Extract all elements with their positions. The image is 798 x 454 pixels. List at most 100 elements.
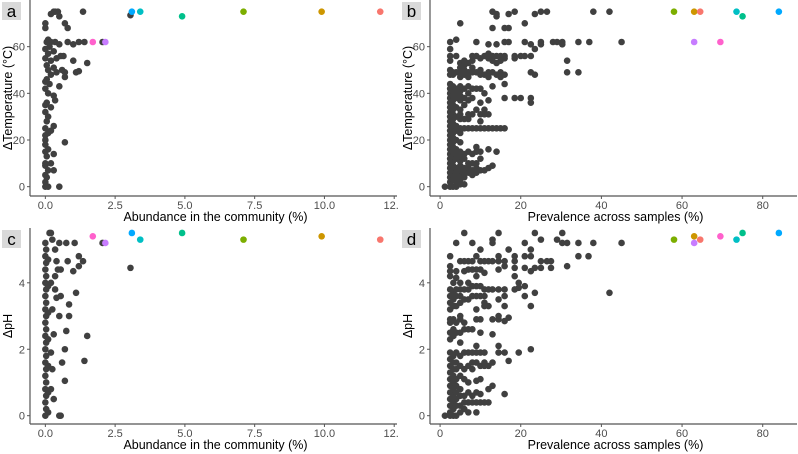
scatter-plot-c: 0.0 2.5 5.0 7.5 10.0 12.5 0 2 4 Abundance in the … — [1, 228, 399, 452]
data-point — [469, 257, 476, 265]
data-point — [42, 352, 50, 360]
data-point — [575, 239, 582, 247]
data-point — [446, 52, 454, 60]
data-point — [79, 8, 87, 15]
data-point — [495, 349, 502, 356]
data-point — [485, 302, 492, 310]
x-tick-label: 80 — [757, 428, 769, 440]
data-point — [452, 239, 460, 247]
highlight-point-olive — [240, 236, 247, 243]
data-point — [75, 38, 83, 46]
x-tick-label: 0.0 — [38, 428, 53, 440]
panel-label: a — [7, 2, 17, 21]
data-point — [547, 257, 555, 265]
data-point — [465, 115, 472, 123]
data-point — [489, 316, 496, 323]
data-point — [493, 10, 500, 18]
data-point — [42, 399, 49, 406]
data-point — [485, 146, 492, 153]
data-point — [56, 312, 63, 320]
data-point — [58, 359, 66, 366]
panel-b: 0 20 40 60 80 0 20 40 60 Prevalence across sample… — [400, 0, 798, 226]
data-point — [495, 286, 502, 293]
data-point — [83, 59, 91, 67]
x-axis-label: Abundance in the community (%) — [123, 210, 307, 224]
data-point — [465, 73, 472, 81]
data-point — [469, 64, 476, 71]
data-point — [501, 125, 508, 132]
data-point — [485, 41, 492, 48]
data-point — [450, 279, 457, 287]
data-point — [44, 256, 52, 263]
data-point — [56, 13, 63, 20]
data-point — [47, 104, 55, 111]
data-point — [42, 372, 49, 380]
data-point — [62, 239, 70, 247]
data-point — [485, 73, 492, 81]
data-point — [64, 257, 71, 265]
data-point — [56, 83, 63, 90]
highlight-point-green — [739, 13, 746, 20]
data-point — [527, 252, 535, 260]
data-point — [575, 252, 582, 260]
data-point — [495, 342, 502, 350]
data-point — [481, 90, 488, 97]
data-point — [465, 409, 472, 416]
data-point — [58, 66, 66, 74]
data-point — [606, 289, 613, 297]
data-point — [50, 122, 58, 130]
data-point — [460, 101, 468, 109]
data-point — [501, 257, 508, 265]
data-point — [43, 76, 51, 83]
data-point — [485, 97, 492, 104]
data-point — [53, 257, 60, 265]
data-point — [531, 45, 539, 53]
data-point — [473, 160, 480, 167]
panel-label: b — [407, 2, 416, 21]
data-point — [590, 8, 597, 15]
data-point — [51, 272, 59, 280]
data-point — [446, 45, 454, 53]
data-point — [489, 162, 496, 169]
data-point — [460, 181, 468, 188]
data-point — [50, 92, 58, 99]
data-point — [473, 409, 480, 416]
data-point — [42, 292, 49, 300]
data-point — [505, 357, 512, 365]
y-axis-label: ΔpH — [1, 314, 15, 338]
data-point — [495, 266, 502, 273]
highlight-point-blue — [128, 8, 136, 15]
data-point — [495, 252, 502, 260]
data-point — [515, 279, 523, 287]
data-point — [501, 302, 508, 310]
data-point — [501, 94, 508, 102]
panel-d: 0 20 40 60 80 0 2 4 Prevalence across samples (%… — [400, 228, 798, 454]
data-point — [590, 239, 597, 247]
data-point — [43, 99, 51, 106]
x-tick-label: 5.0 — [177, 200, 192, 212]
data-point — [511, 52, 518, 60]
data-point — [57, 412, 64, 419]
data-point — [469, 111, 476, 118]
panel-label-background — [402, 230, 421, 248]
data-point — [473, 38, 480, 46]
y-tick-label: 4 — [19, 278, 25, 290]
data-point — [469, 239, 476, 247]
data-point — [553, 38, 561, 46]
highlight-point-blue — [775, 229, 783, 237]
highlight-point-olive — [670, 236, 678, 243]
y-tick-label: 0 — [19, 182, 25, 194]
x-tick-label: 7.5 — [247, 428, 262, 440]
data-point — [83, 332, 91, 340]
data-point — [527, 246, 535, 253]
data-point — [465, 379, 472, 386]
data-point — [56, 183, 63, 190]
panel-label: c — [7, 230, 16, 249]
y-axis-label: ΔTemperature (°C) — [401, 46, 415, 150]
panel-label-background — [402, 2, 421, 20]
data-point — [42, 266, 49, 273]
data-point — [473, 306, 480, 313]
data-point — [558, 229, 566, 237]
data-point — [42, 379, 50, 386]
data-point — [501, 262, 508, 270]
